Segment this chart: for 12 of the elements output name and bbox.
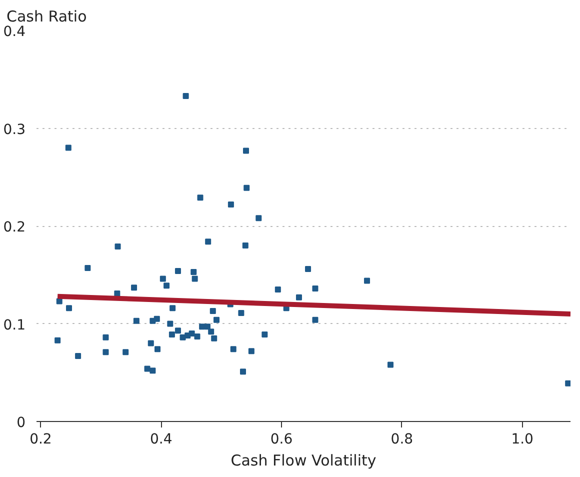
x-tick-label: 0.2 — [30, 432, 52, 448]
y-tick-label: 0.4 — [3, 24, 26, 40]
x-tick-label: 0.8 — [390, 432, 414, 448]
y-tick-label: 0.2 — [3, 220, 26, 236]
x-tick-label: 0.6 — [270, 432, 293, 448]
x-axis-title: Cash Flow Volatility — [230, 452, 376, 470]
y-axis-title: Cash Ratio — [6, 8, 87, 26]
y-tick-label: 0.3 — [3, 122, 26, 138]
x-tick-label: 0.4 — [150, 432, 172, 448]
y-tick-label: 0 — [16, 415, 26, 431]
x-tick-label: 1.0 — [511, 432, 534, 448]
y-tick-label: 0.1 — [3, 317, 26, 334]
